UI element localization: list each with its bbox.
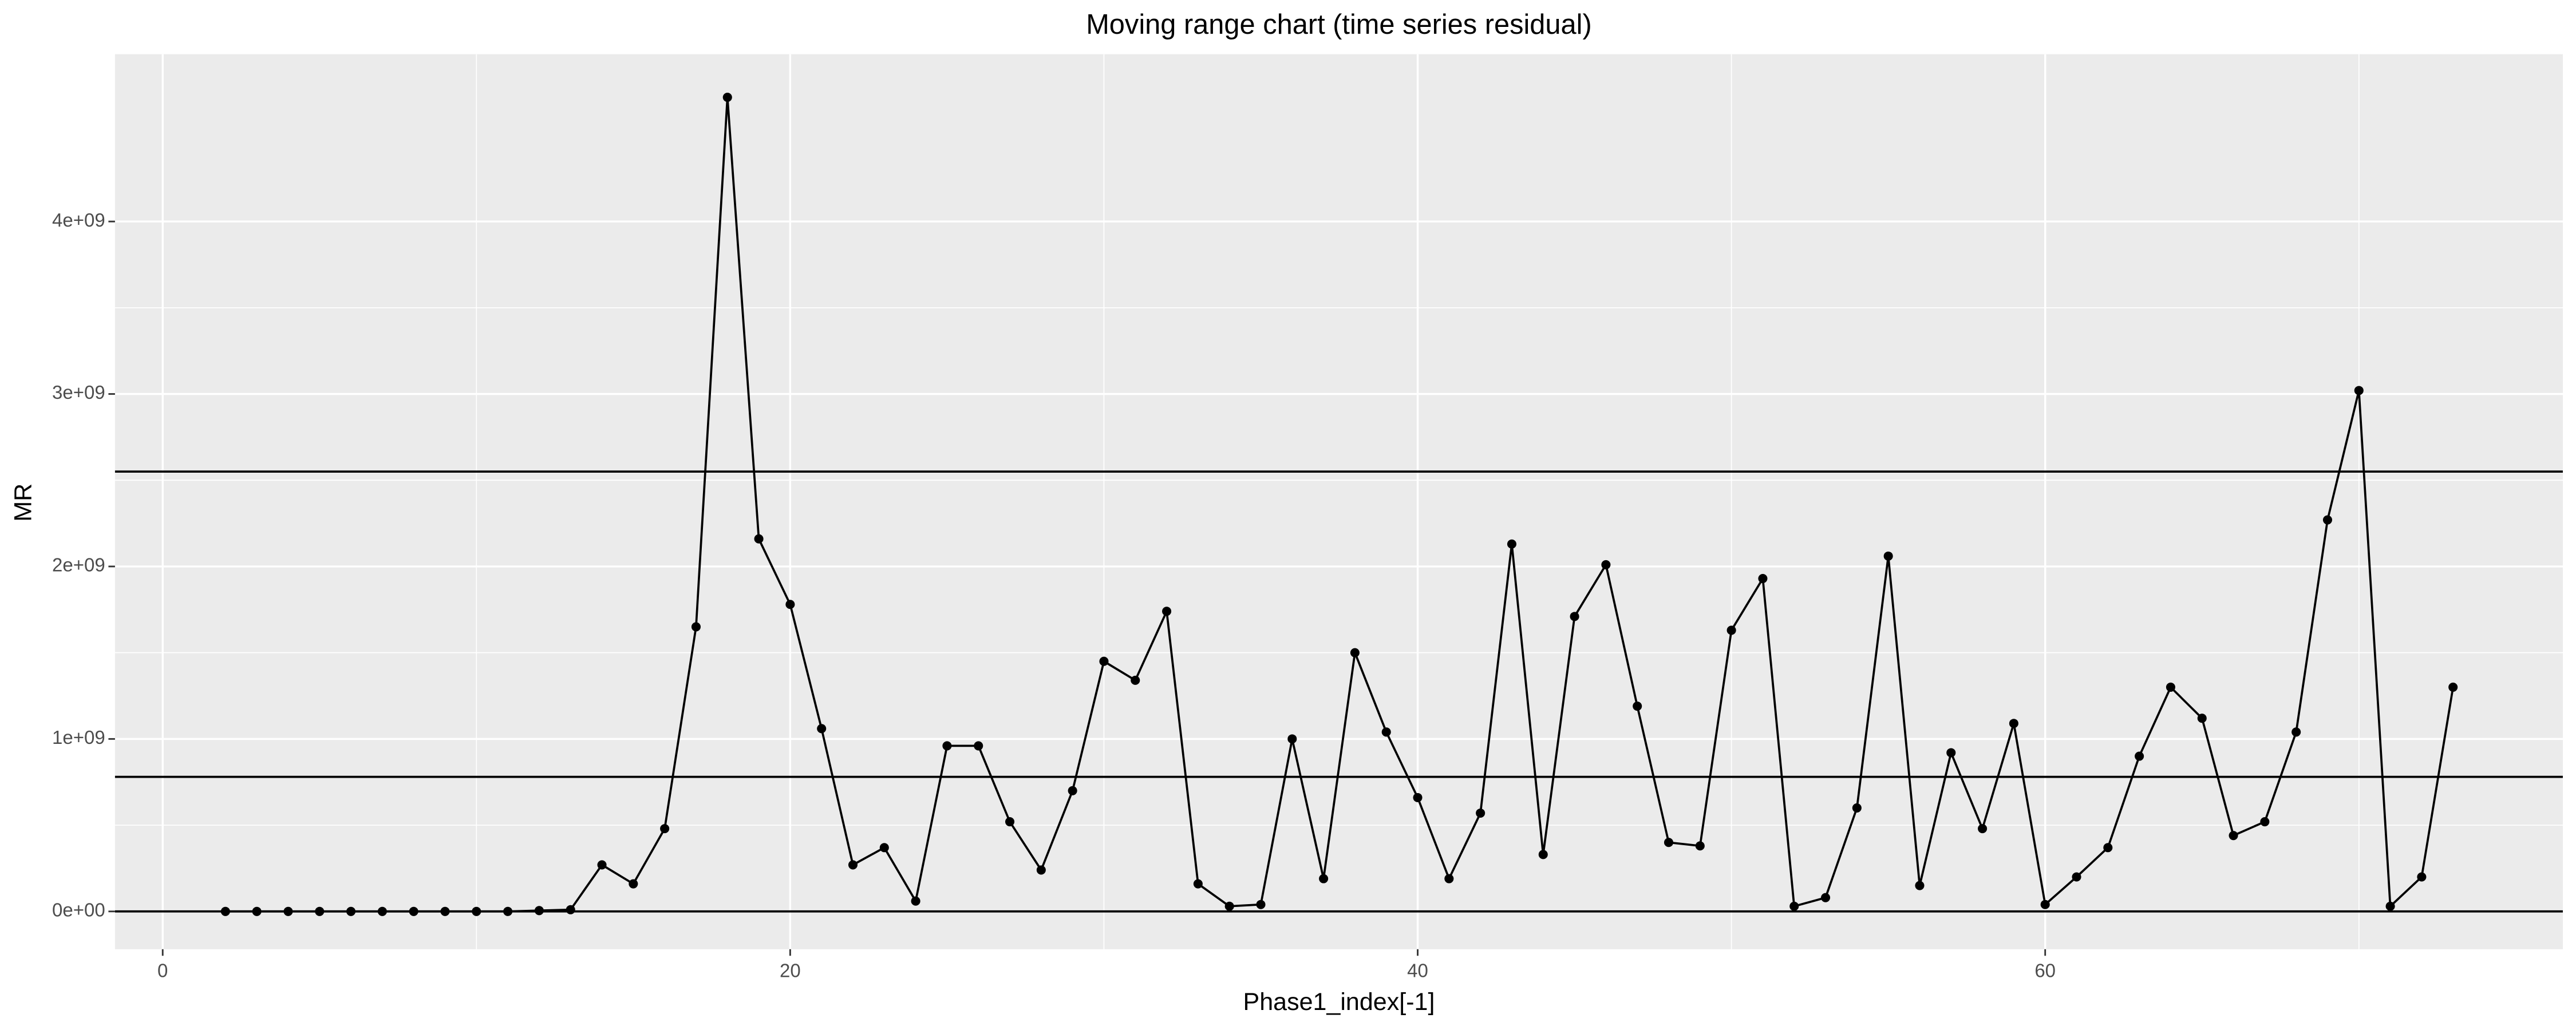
data-point	[1068, 786, 1077, 795]
data-point	[2417, 872, 2427, 882]
data-point	[2009, 719, 2018, 728]
data-point	[2103, 843, 2113, 853]
data-point	[1413, 793, 1423, 802]
y-tick-label: 2e+09	[52, 554, 105, 576]
plot-panel	[114, 54, 2563, 949]
data-point	[2322, 515, 2333, 525]
data-point	[1978, 824, 1988, 834]
data-point	[974, 741, 983, 751]
data-point	[2260, 817, 2270, 827]
data-point	[1633, 702, 1642, 711]
data-point	[1224, 901, 1234, 911]
data-point	[534, 906, 544, 916]
y-tick-label: 3e+09	[52, 382, 105, 403]
data-point	[409, 906, 418, 916]
chart-title: Moving range chart (time series residual…	[1086, 9, 1592, 40]
y-axis-title: MR	[9, 484, 37, 522]
x-tick-label: 40	[1407, 960, 1428, 981]
data-point	[691, 622, 701, 632]
data-point	[660, 824, 670, 834]
data-point	[1821, 893, 1831, 902]
data-point	[1758, 574, 1768, 584]
data-point	[911, 896, 920, 906]
x-tick-label: 60	[2034, 960, 2056, 981]
data-point	[315, 906, 325, 916]
data-point	[629, 879, 638, 889]
data-point	[566, 905, 575, 914]
series-line	[225, 97, 2455, 913]
y-tick-label: 0e+00	[52, 900, 105, 921]
data-point	[503, 906, 513, 916]
data-point	[817, 724, 827, 734]
data-point	[1444, 874, 1454, 884]
data-point	[2072, 872, 2081, 882]
data-point	[2197, 714, 2207, 723]
data-point	[252, 906, 262, 916]
data-point	[2354, 386, 2364, 395]
data-point	[1695, 841, 1705, 851]
data-point	[1131, 675, 1140, 685]
data-point	[1287, 734, 1297, 744]
data-point	[879, 843, 889, 853]
data-point	[1350, 648, 1360, 657]
data-point	[220, 906, 230, 916]
data-point	[2385, 901, 2395, 911]
data-point	[1507, 539, 1516, 549]
data-point	[1256, 900, 1266, 909]
data-point	[1664, 838, 1674, 847]
data-point	[1883, 551, 1893, 561]
data-point	[2135, 751, 2144, 761]
data-point	[2229, 831, 2238, 841]
data-point	[2166, 682, 2175, 692]
data-point	[2040, 900, 2050, 909]
data-point	[346, 906, 356, 916]
data-point	[1570, 612, 1579, 621]
data-point	[472, 906, 481, 916]
data-point	[785, 600, 795, 609]
data-point	[1005, 817, 1015, 827]
data-point	[1099, 656, 1109, 666]
data-point	[942, 741, 952, 751]
data-point	[1193, 879, 1203, 889]
data-point	[1789, 901, 1799, 911]
data-point	[1538, 850, 1548, 859]
data-point	[848, 860, 858, 870]
data-point	[1476, 808, 1485, 818]
data-point	[1852, 803, 1862, 813]
data-point	[754, 534, 764, 544]
data-point	[1726, 625, 1736, 635]
y-tick-label: 1e+09	[52, 727, 105, 748]
x-axis-title: Phase1_index[-1]	[1243, 988, 1435, 1016]
y-tick-label: 4e+09	[52, 209, 105, 231]
x-tick-label: 0	[157, 960, 168, 981]
data-point	[1381, 727, 1391, 737]
data-point	[440, 906, 450, 916]
data-point	[2448, 682, 2458, 692]
data-point	[1036, 865, 1046, 875]
data-point	[2291, 727, 2301, 737]
x-tick-label: 20	[780, 960, 801, 981]
data-point	[1915, 881, 1925, 890]
data-point	[722, 93, 732, 102]
data-point	[1601, 560, 1611, 569]
data-point	[283, 906, 293, 916]
data-point	[1946, 748, 1956, 758]
data-point	[597, 860, 607, 870]
data-point	[377, 906, 387, 916]
data-point	[1162, 607, 1172, 616]
data-point	[1319, 874, 1329, 884]
